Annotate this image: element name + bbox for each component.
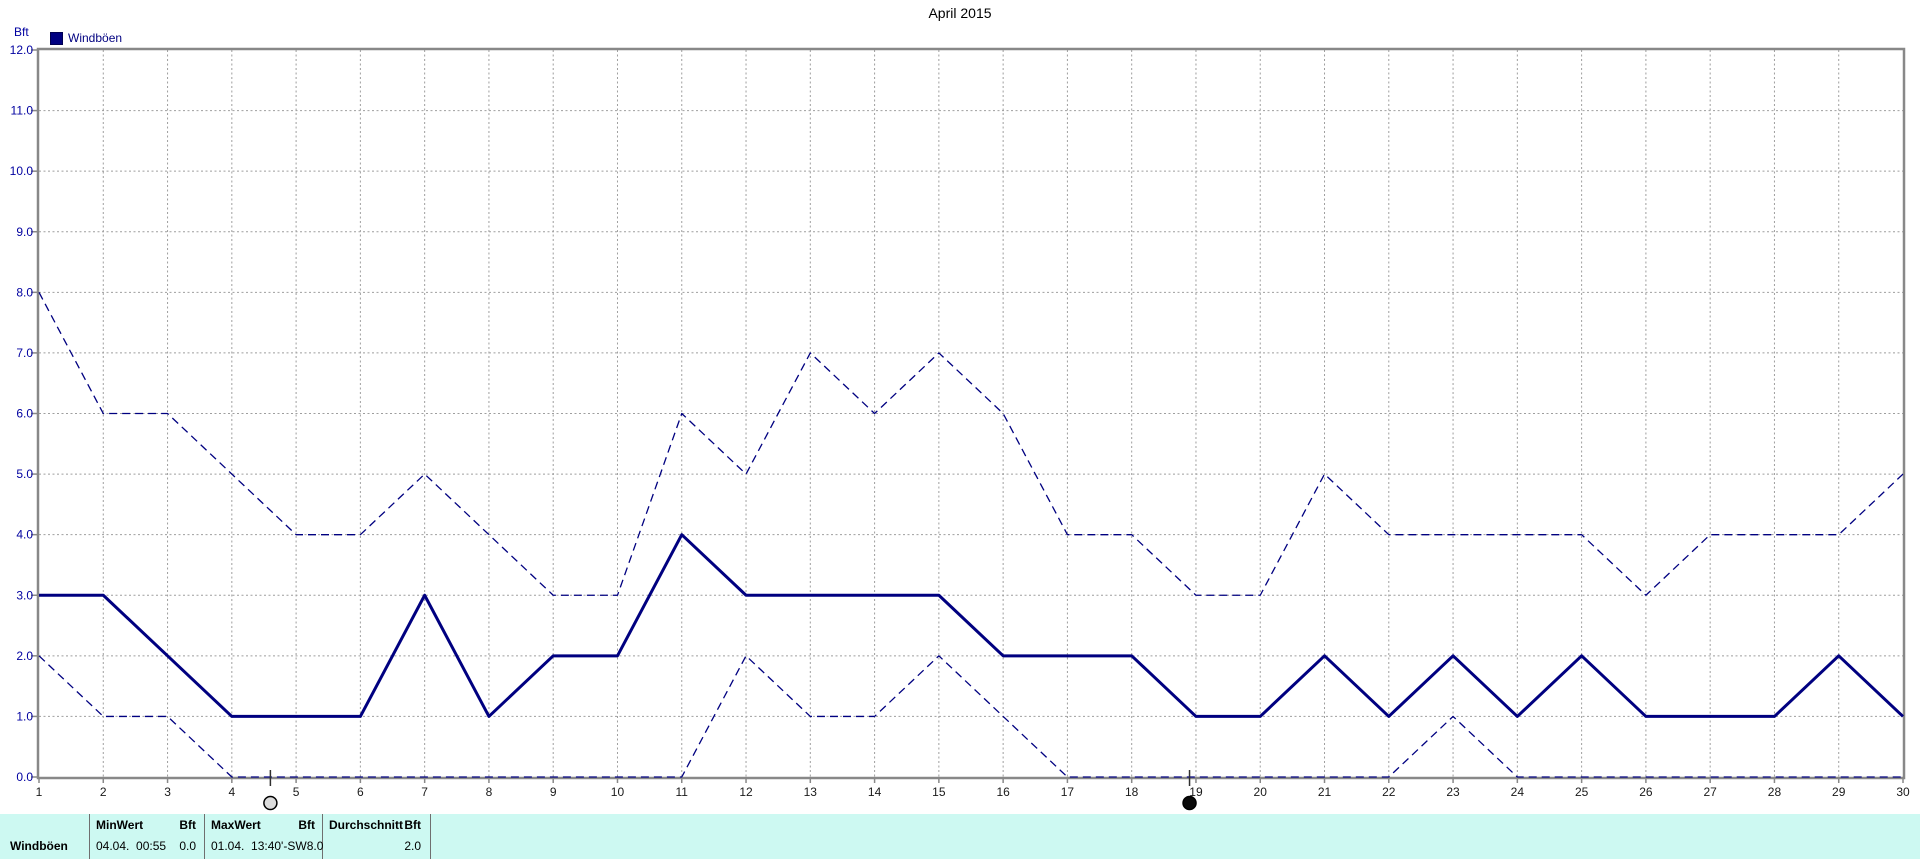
y-axis-tick-label: 8.0 — [16, 285, 33, 299]
x-axis-tick-label: 23 — [1446, 785, 1460, 799]
maxwert-amount: 8.0 — [306, 839, 324, 853]
series-line-windboeen — [39, 533, 1905, 718]
table-divider — [430, 814, 431, 859]
x-axis-tick-label: 2 — [100, 785, 107, 799]
y-axis-tick-label: 7.0 — [16, 346, 33, 360]
y-axis-tick-label: 2.0 — [16, 649, 33, 663]
y-axis-tick-label: 10.0 — [10, 164, 34, 178]
chart-title: April 2015 — [928, 5, 992, 21]
maxwert-header: MaxWert — [211, 818, 261, 832]
table-divider — [322, 814, 323, 859]
durchschnitt-header: Durchschnitt — [329, 818, 404, 832]
table-value-maxwert: 01.04. 13:40'-SW 8.0 — [211, 839, 323, 853]
x-axis-tick-label: 16 — [996, 785, 1010, 799]
table-header-maxwert: MaxWert Bft — [211, 818, 315, 832]
x-axis-tick-label: 22 — [1382, 785, 1396, 799]
table-value-durchschnitt: 2.0 — [329, 839, 421, 853]
x-axis-tick-label: 25 — [1575, 785, 1589, 799]
x-axis-tick-label: 8 — [486, 785, 493, 799]
x-axis-tick-label: 30 — [1896, 785, 1910, 799]
durchschnitt-amount: 2.0 — [404, 839, 421, 853]
wind-gust-chart: 0.01.02.03.04.05.06.07.08.09.010.011.012… — [10, 43, 1910, 811]
x-axis-tick-label: 27 — [1703, 785, 1717, 799]
durchschnitt-unit-header: Bft — [404, 818, 421, 832]
x-axis-tick-label: 18 — [1125, 785, 1139, 799]
y-axis-tick-label: 11.0 — [11, 104, 34, 118]
table-header-minwert: MinWert Bft — [96, 818, 196, 832]
x-axis-tick-label: 26 — [1639, 785, 1653, 799]
minwert-datetime: 04.04. 00:55 — [96, 839, 167, 853]
x-axis-tick-label: 17 — [1061, 785, 1075, 799]
x-axis-tick-label: 11 — [676, 785, 689, 799]
legend-label: Windböen — [68, 31, 123, 45]
series-line-daily-max — [38, 292, 1904, 596]
y-axis-tick-label: 12.0 — [10, 43, 34, 57]
x-axis-tick-label: 6 — [357, 785, 364, 799]
x-axis-tick-label: 4 — [228, 785, 235, 799]
minwert-amount: 0.0 — [179, 839, 196, 853]
table-header-durchschnitt: Durchschnitt Bft — [329, 818, 421, 832]
x-axis-tick-label: 12 — [739, 785, 753, 799]
table-divider — [204, 814, 205, 859]
maxwert-datetime: 01.04. 13:40'-SW — [211, 839, 307, 853]
x-axis-tick-label: 13 — [804, 785, 818, 799]
maxwert-unit-header: Bft — [298, 818, 315, 832]
y-axis-tick-label: 5.0 — [16, 467, 33, 481]
x-axis-tick-label: 7 — [421, 785, 428, 799]
minwert-header: MinWert — [96, 818, 144, 832]
table-divider — [89, 814, 90, 859]
y-axis-tick-label: 6.0 — [16, 407, 33, 421]
x-axis-tick-label: 21 — [1318, 785, 1332, 799]
x-axis-tick-label: 24 — [1511, 785, 1525, 799]
x-axis-tick-label: 15 — [932, 785, 946, 799]
y-axis-tick-label: 9.0 — [16, 225, 33, 239]
x-axis-tick-label: 1 — [36, 785, 43, 799]
moon-phase-icon-full-moon-open — [263, 795, 278, 811]
x-axis-tick-label: 9 — [550, 785, 557, 799]
y-axis-tick-label: 1.0 — [16, 709, 33, 723]
series-line-daily-min — [38, 655, 1903, 778]
y-axis-unit-label: Bft — [14, 25, 29, 39]
y-axis-tick-label: 4.0 — [16, 528, 33, 542]
y-axis-tick-label: 3.0 — [16, 588, 33, 602]
x-axis-tick-label: 29 — [1832, 785, 1846, 799]
x-axis-tick-label: 19 — [1189, 785, 1203, 799]
stats-table: Windböen MinWert Bft 04.04. 00:55 0.0 Ma… — [0, 814, 1920, 859]
x-axis-tick-label: 14 — [868, 785, 882, 799]
legend: Windböen — [50, 31, 122, 45]
x-axis-tick-label: 10 — [611, 785, 625, 799]
x-axis-tick-label: 3 — [164, 785, 171, 799]
x-axis-tick-label: 20 — [1254, 785, 1268, 799]
x-axis-tick-label: 28 — [1768, 785, 1782, 799]
table-value-minwert: 04.04. 00:55 0.0 — [96, 839, 196, 853]
x-axis-tick-label: 5 — [293, 785, 300, 799]
minwert-unit-header: Bft — [179, 818, 196, 832]
legend-swatch — [50, 31, 63, 45]
y-axis-tick-label: 0.0 — [16, 770, 33, 784]
moon-phase-icon-new-moon-filled — [1182, 795, 1197, 811]
table-row-label: Windböen — [10, 839, 68, 853]
